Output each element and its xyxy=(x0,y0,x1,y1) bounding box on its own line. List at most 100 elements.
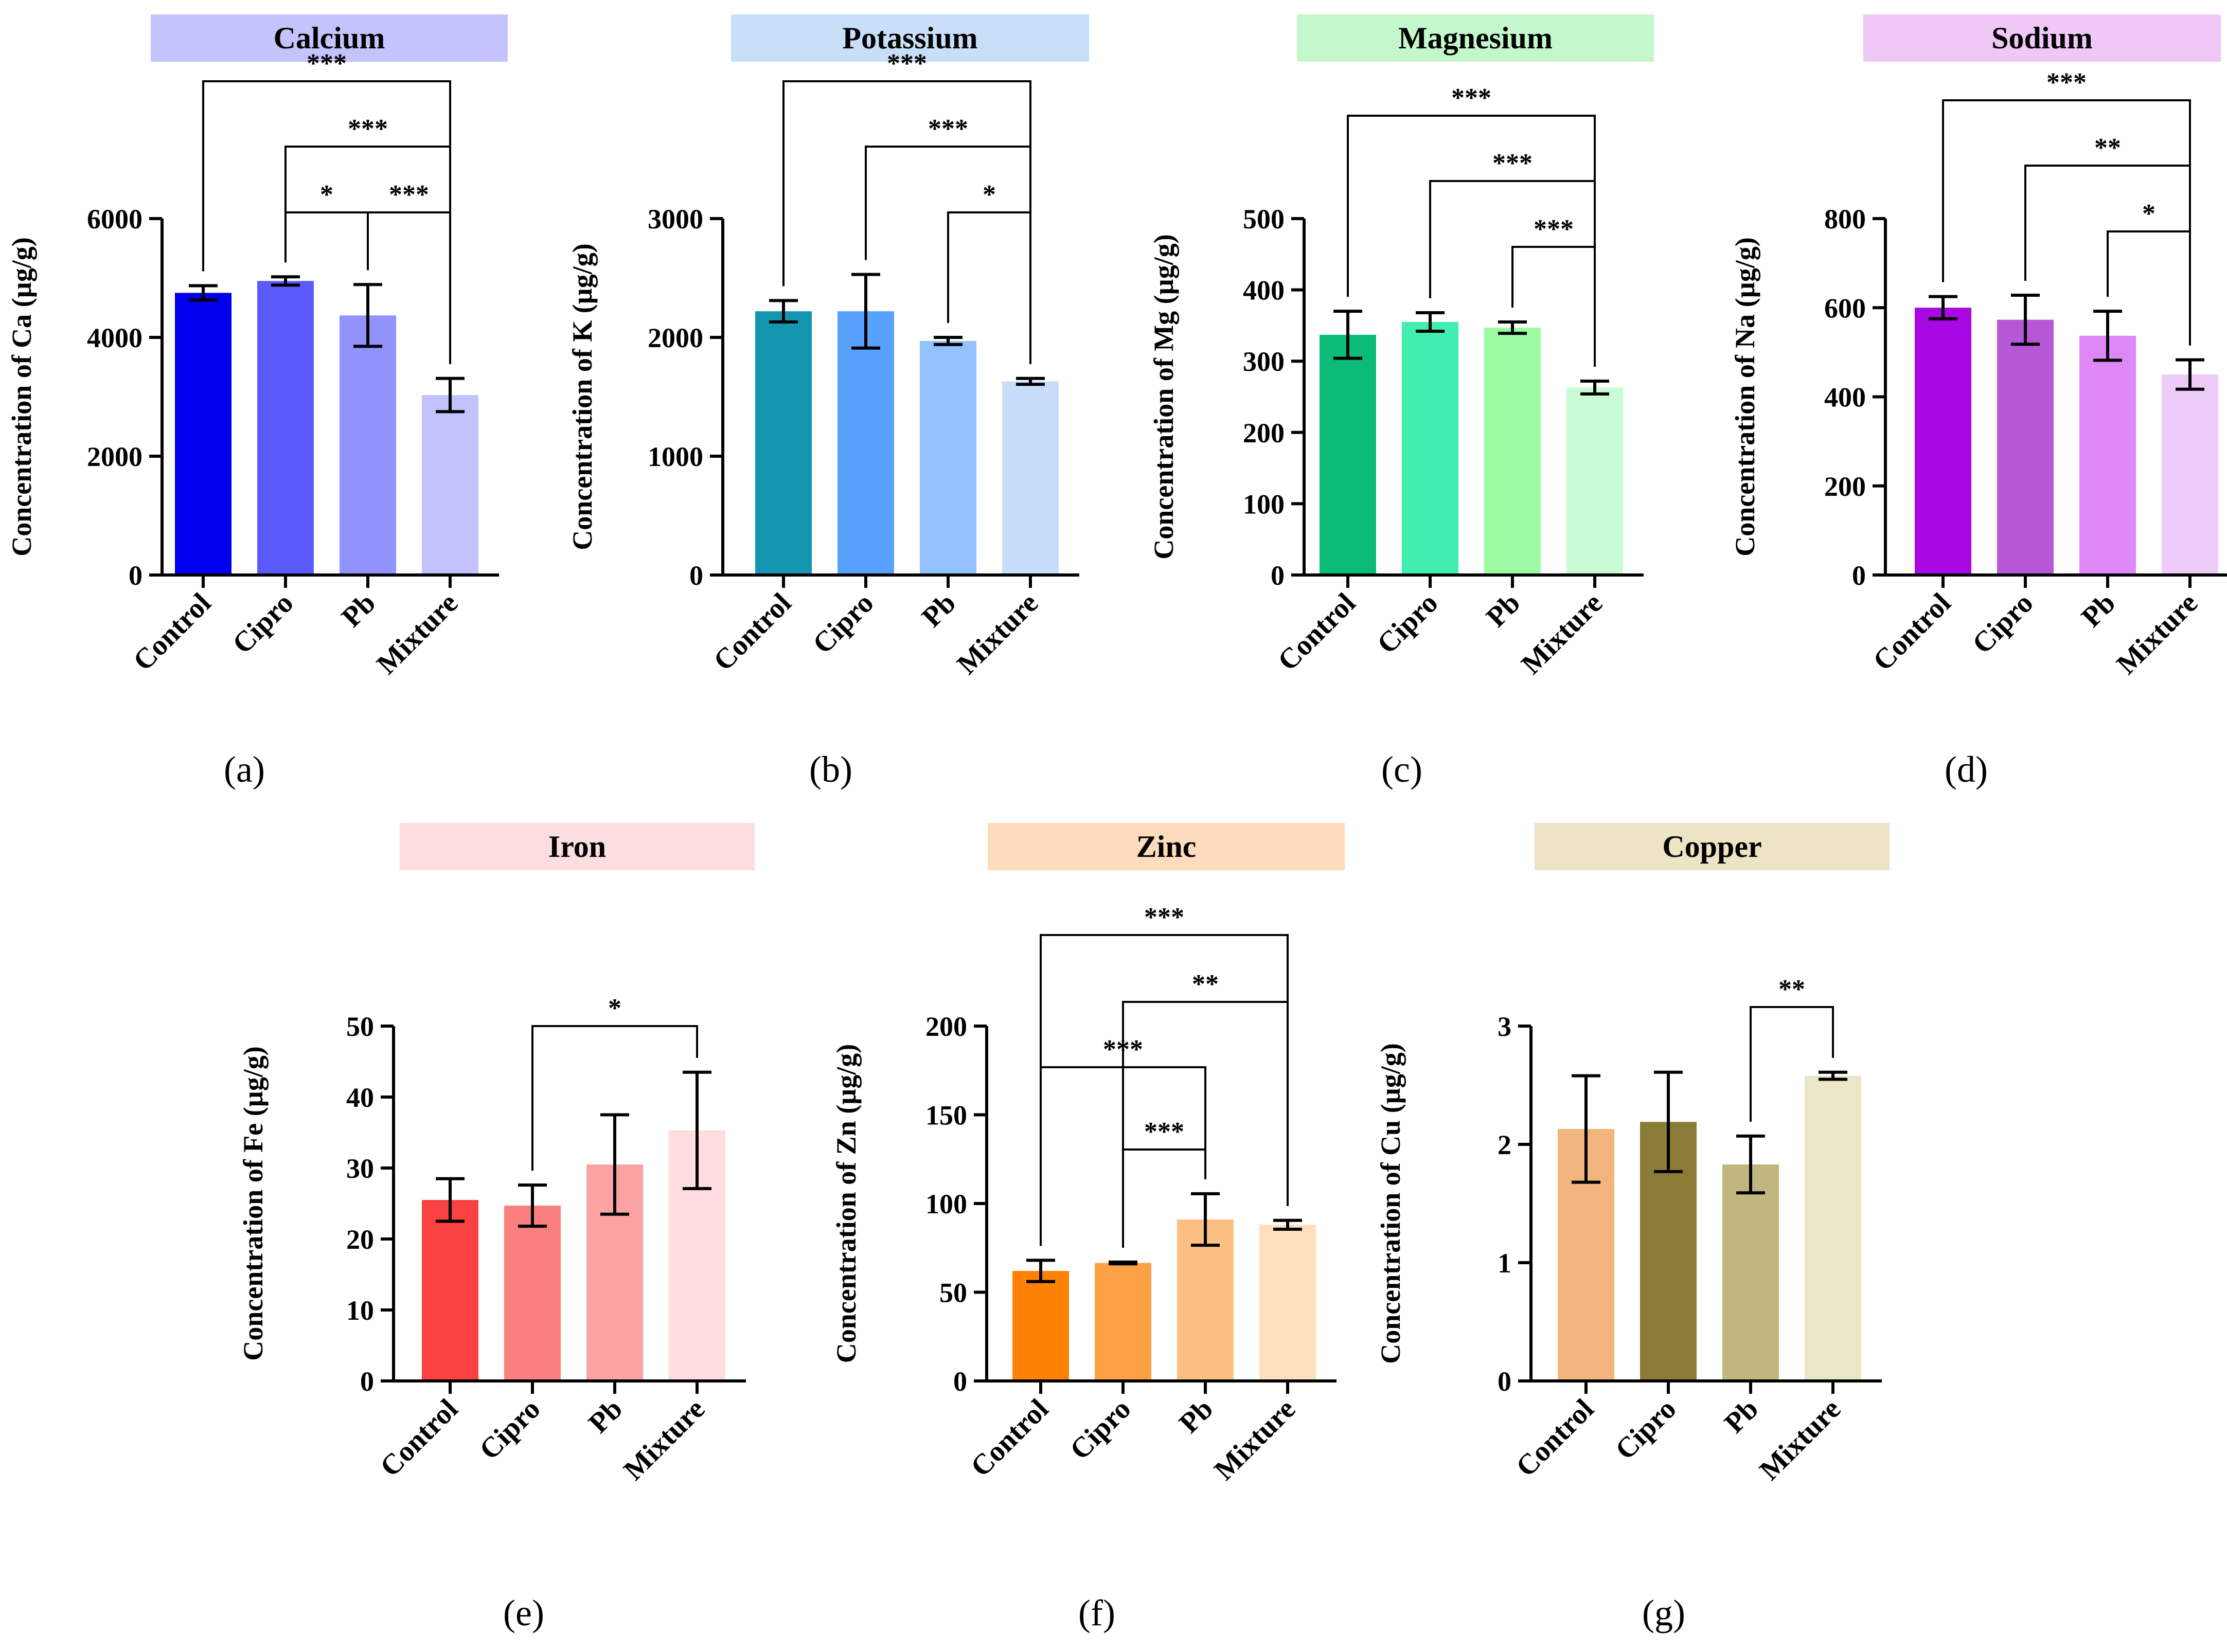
bar-pb xyxy=(1484,328,1541,575)
bar-cipro xyxy=(504,1206,561,1381)
y-tick-label: 500 xyxy=(1243,204,1285,235)
category-label-control: Control xyxy=(1272,587,1362,677)
chart-title: Calcium xyxy=(274,21,385,55)
error-bar-mixture xyxy=(1580,380,1609,396)
y-tick-label: 200 xyxy=(1824,471,1866,502)
category-label-mixture: Mixture xyxy=(2111,587,2204,680)
category-label-pb: Pb xyxy=(582,1393,629,1439)
y-tick-label: 150 xyxy=(925,1100,967,1131)
title-banner xyxy=(1297,14,1654,62)
y-tick-label: 300 xyxy=(1243,346,1285,377)
y-tick-label: 0 xyxy=(1852,560,1866,591)
y-axis-label: Concentration of Mg (µg/g) xyxy=(1148,234,1179,560)
y-tick-label: 200 xyxy=(1243,418,1285,448)
category-label-control: Control xyxy=(1510,1393,1600,1483)
significance-label: * xyxy=(2142,199,2155,228)
y-tick-label: 20 xyxy=(346,1224,374,1255)
title-banner xyxy=(1863,14,2221,62)
y-tick-label: 3000 xyxy=(648,204,703,235)
y-axis-label: Concentration of K (µg/g) xyxy=(567,243,598,550)
bar-cipro xyxy=(257,281,314,575)
significance-label: *** xyxy=(1451,83,1491,113)
y-tick-label: 10 xyxy=(346,1295,374,1326)
y-tick-label: 0 xyxy=(1498,1366,1511,1397)
significance-label: *** xyxy=(389,180,429,209)
error-bar-pb xyxy=(600,1113,629,1216)
category-label-cipro: Cipro xyxy=(1609,1393,1682,1466)
y-tick-label: 1 xyxy=(1498,1248,1511,1279)
significance-bracket: * xyxy=(2107,199,2191,346)
error-bar-cipro xyxy=(2011,293,2040,346)
y-tick-label: 6000 xyxy=(87,204,142,235)
bar-mixture xyxy=(422,395,478,575)
significance-bracket: *** xyxy=(1040,903,1289,1246)
panel-label: (e) xyxy=(503,1592,544,1633)
error-bar-control xyxy=(189,284,218,302)
error-bar-cipro xyxy=(1416,311,1445,333)
bar-mixture xyxy=(2162,374,2218,575)
y-tick-label: 200 xyxy=(925,1011,967,1042)
bar-control xyxy=(422,1200,478,1381)
category-label-cipro: Cipro xyxy=(807,587,880,660)
bar-cipro xyxy=(1402,321,1458,575)
y-tick-label: 400 xyxy=(1824,382,1866,413)
error-bar-mixture xyxy=(1819,1070,1847,1081)
chart-panel-magnesium: Magnesium 0 100 200 300 400 500 Control Cipro PbM… xyxy=(1148,14,1654,790)
title-banner xyxy=(988,823,1345,870)
error-bar-mixture xyxy=(1273,1218,1302,1231)
bar-control xyxy=(1915,308,1971,575)
significance-label: * xyxy=(608,994,621,1023)
bar-mixture xyxy=(1259,1225,1316,1381)
title-banner xyxy=(1535,823,1890,870)
y-tick-label: 2000 xyxy=(648,322,703,353)
y-tick-label: 100 xyxy=(925,1189,967,1219)
y-axis-label: Concentration of Cu (µg/g) xyxy=(1375,1043,1406,1364)
error-bar-control xyxy=(1333,310,1362,360)
significance-label: *** xyxy=(348,114,388,143)
chart-panel-sodium: Sodium 0 200 400 600 800 Control Cipro PbMixture… xyxy=(1730,14,2227,790)
error-bar-cipro xyxy=(1654,1070,1683,1173)
significance-bracket: * xyxy=(947,180,1031,364)
y-tick-label: 30 xyxy=(346,1153,374,1184)
significance-label: *** xyxy=(1144,1117,1184,1146)
category-label-control: Control xyxy=(1867,587,1957,677)
error-bar-cipro xyxy=(1109,1260,1137,1266)
category-label-pb: Pb xyxy=(2075,587,2122,633)
category-label-cipro: Cipro xyxy=(473,1393,546,1466)
significance-bracket: ** xyxy=(1750,975,1834,1122)
error-bar-cipro xyxy=(851,273,880,350)
error-bar-pb xyxy=(2093,310,2122,362)
category-label-control: Control xyxy=(707,587,797,677)
category-label-mixture: Mixture xyxy=(618,1393,711,1486)
bar-cipro xyxy=(1095,1263,1151,1381)
y-tick-label: 0 xyxy=(129,560,142,591)
error-bar-pb xyxy=(353,283,382,348)
category-label-pb: Pb xyxy=(1480,587,1526,633)
error-bar-mixture xyxy=(1016,376,1045,386)
y-tick-label: 1000 xyxy=(648,441,703,472)
significance-label: *** xyxy=(2046,68,2087,97)
bar-cipro xyxy=(838,311,894,575)
bar-pb xyxy=(340,315,396,575)
bar-cipro xyxy=(1997,319,2054,575)
y-tick-label: 4000 xyxy=(87,322,142,353)
error-bar-control xyxy=(436,1177,465,1223)
y-tick-label: 2 xyxy=(1498,1129,1511,1160)
significance-bracket: *** xyxy=(367,180,451,364)
significance-label: * xyxy=(983,180,996,209)
bar-pb xyxy=(920,340,976,575)
significance-label: * xyxy=(320,180,333,209)
category-label-cipro: Cipro xyxy=(1064,1393,1137,1466)
y-axis-label: Concentration of Fe (µg/g) xyxy=(238,1046,269,1360)
significance-label: ** xyxy=(1778,975,1805,1004)
chart-panel-calcium: Calcium 0 2000 4000 6000 Control Cipro PbMixtur… xyxy=(6,14,508,790)
y-tick-label: 0 xyxy=(360,1366,374,1397)
panel-label: (g) xyxy=(1642,1592,1685,1633)
chart-title: Copper xyxy=(1662,830,1761,864)
category-label-cipro: Cipro xyxy=(1966,587,2039,660)
significance-bracket: ** xyxy=(1122,969,1289,1248)
error-bar-pb xyxy=(1191,1192,1220,1247)
significance-bracket: *** xyxy=(1040,1035,1206,1246)
